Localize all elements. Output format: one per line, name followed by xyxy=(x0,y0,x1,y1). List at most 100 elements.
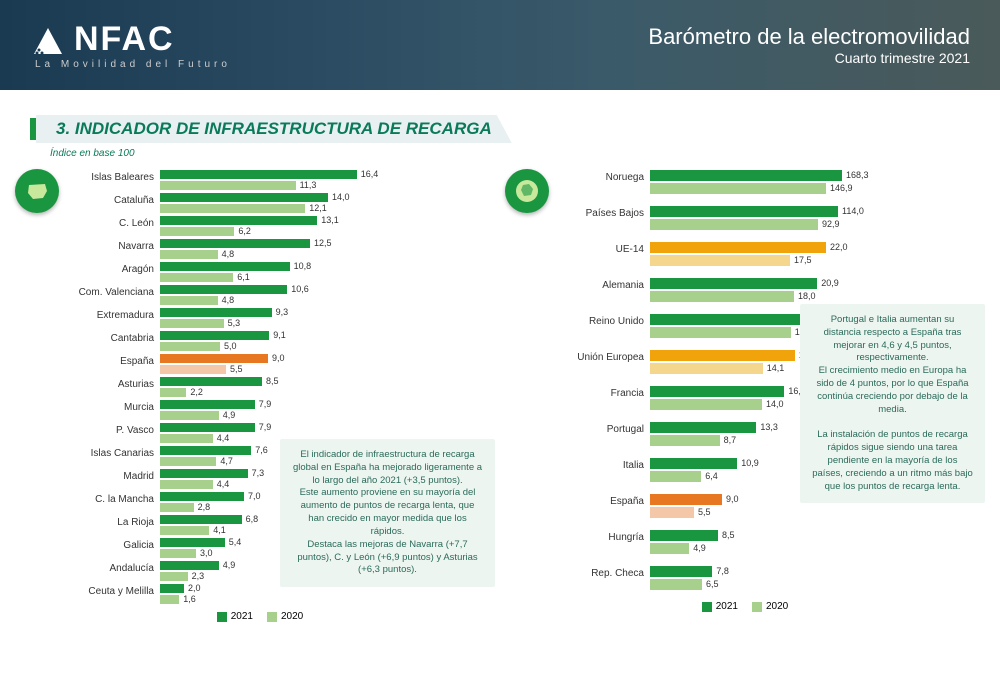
bar-2020 xyxy=(160,526,209,535)
bar-2020 xyxy=(650,363,763,374)
bar-2020 xyxy=(650,219,818,230)
bar-value: 7,9 xyxy=(259,399,272,409)
bar-value: 12,1 xyxy=(309,203,327,213)
bar-row: Rep. Checa7,86,5 xyxy=(555,565,980,591)
bar-label: Navarra xyxy=(65,238,160,252)
textbox-spain: El indicador de infraestructura de recar… xyxy=(280,439,495,587)
bar-row: Cataluña14,012,1 xyxy=(65,192,500,214)
bar-value: 9,0 xyxy=(272,353,285,363)
bar-value: 13,1 xyxy=(321,215,339,225)
bar-value: 4,9 xyxy=(693,543,706,553)
bar-value: 4,9 xyxy=(223,410,236,420)
bar-value: 5,0 xyxy=(224,341,237,351)
bar-label: Rep. Checa xyxy=(555,565,650,579)
logo-text: NFAC xyxy=(74,20,175,59)
bar-2020 xyxy=(160,181,296,190)
bar-label: Com. Valenciana xyxy=(65,284,160,298)
bar-2020 xyxy=(160,595,179,604)
bar-label: Noruega xyxy=(555,169,650,183)
textbox-europe: Portugal e Italia aumentan su distancia … xyxy=(800,304,985,503)
bar-2021 xyxy=(650,530,718,541)
section-subtitle: Índice en base 100 xyxy=(50,148,1000,159)
bar-row: Asturias8,52,2 xyxy=(65,376,500,398)
bar-value: 11,3 xyxy=(300,180,317,190)
bar-value: 14,0 xyxy=(766,399,784,409)
bar-2021 xyxy=(160,492,244,501)
bar-value: 2,3 xyxy=(192,571,205,581)
bar-label: C. León xyxy=(65,215,160,229)
bar-value: 17,5 xyxy=(794,255,812,265)
bar-2020 xyxy=(160,572,188,581)
bar-value: 14,1 xyxy=(767,363,785,373)
bar-2021 xyxy=(160,354,268,363)
bar-value: 3,0 xyxy=(200,548,213,558)
bar-2020 xyxy=(160,411,219,420)
bar-value: 9,1 xyxy=(273,330,286,340)
bar-2021 xyxy=(160,561,219,570)
bar-2021 xyxy=(160,538,225,547)
bar-2020 xyxy=(160,250,218,259)
spain-icon xyxy=(15,169,59,213)
bar-value: 8,5 xyxy=(266,376,279,386)
bar-value: 4,9 xyxy=(223,560,236,570)
bar-value: 2,8 xyxy=(198,502,211,512)
bar-row: Com. Valenciana10,64,8 xyxy=(65,284,500,306)
bar-row: Navarra 12,5 4,8 xyxy=(65,238,500,260)
bar-value: 5,5 xyxy=(230,364,243,374)
bar-2021 xyxy=(160,400,255,409)
bar-value: 9,0 xyxy=(726,494,739,504)
bar-value: 6,5 xyxy=(706,579,719,589)
bar-2021 xyxy=(160,584,184,593)
logo-tagline: La Movilidad del Futuro xyxy=(35,59,231,70)
bar-value: 2,0 xyxy=(188,583,201,593)
bar-2021 xyxy=(650,494,722,505)
legend-spain: 2021 2020 xyxy=(20,611,500,622)
bar-row: Islas Baleares16,411,3 xyxy=(65,169,500,191)
bar-2020 xyxy=(160,319,224,328)
bar-2020 xyxy=(650,291,794,302)
europe-chart: Noruega168,3146,9Países Bajos114,092,9UE… xyxy=(510,169,980,622)
bar-2021 xyxy=(160,515,242,524)
bar-2021 xyxy=(650,170,842,181)
bar-label: C. la Mancha xyxy=(65,491,160,505)
bar-2021 xyxy=(650,422,756,433)
bar-value: 9,3 xyxy=(276,307,289,317)
bar-2021 xyxy=(160,469,248,478)
bar-value: 2,2 xyxy=(190,387,203,397)
bar-value: 4,4 xyxy=(217,433,230,443)
logo-icon xyxy=(30,22,66,58)
bar-value: 13,3 xyxy=(760,422,778,432)
bar-label: Italia xyxy=(555,457,650,471)
charts-area: Islas Baleares16,411,3Cataluña14,012,1C.… xyxy=(0,169,1000,622)
bar-value: 146,9 xyxy=(830,183,853,193)
bar-value: 6,4 xyxy=(705,471,718,481)
bar-label: La Rioja xyxy=(65,514,160,528)
bar-value: 1,6 xyxy=(183,594,196,604)
bar-value: 20,9 xyxy=(821,278,839,288)
bar-2020 xyxy=(160,549,196,558)
bar-value: 168,3 xyxy=(846,170,869,180)
bar-label: Andalucía xyxy=(65,560,160,574)
section-title: 3. INDICADOR DE INFRAESTRUCTURA DE RECAR… xyxy=(56,119,492,139)
bar-2021 xyxy=(650,242,826,253)
bar-2020 xyxy=(650,399,762,410)
bar-label: Islas Baleares xyxy=(65,169,160,183)
bar-label: Cantabria xyxy=(65,330,160,344)
logo-area: NFAC La Movilidad del Futuro xyxy=(30,20,231,70)
bar-2020 xyxy=(650,255,790,266)
bar-value: 5,4 xyxy=(229,537,242,547)
bar-value: 7,6 xyxy=(255,445,268,455)
bar-value: 4,7 xyxy=(220,456,233,466)
bar-label: Reino Unido xyxy=(555,313,650,327)
bar-value: 4,8 xyxy=(222,249,235,259)
bar-2020 xyxy=(650,579,702,590)
bar-2021 xyxy=(160,331,269,340)
bar-value: 10,9 xyxy=(741,458,759,468)
bar-label: Ceuta y Melilla xyxy=(65,583,160,597)
bar-row: Noruega 168,3 146,9 xyxy=(555,169,980,195)
bar-value: 12,5 xyxy=(314,238,332,248)
bar-2021 xyxy=(650,386,784,397)
bar-value: 7,3 xyxy=(252,468,265,478)
spain-chart: Islas Baleares16,411,3Cataluña14,012,1C.… xyxy=(20,169,500,622)
bar-label: Extremadura xyxy=(65,307,160,321)
